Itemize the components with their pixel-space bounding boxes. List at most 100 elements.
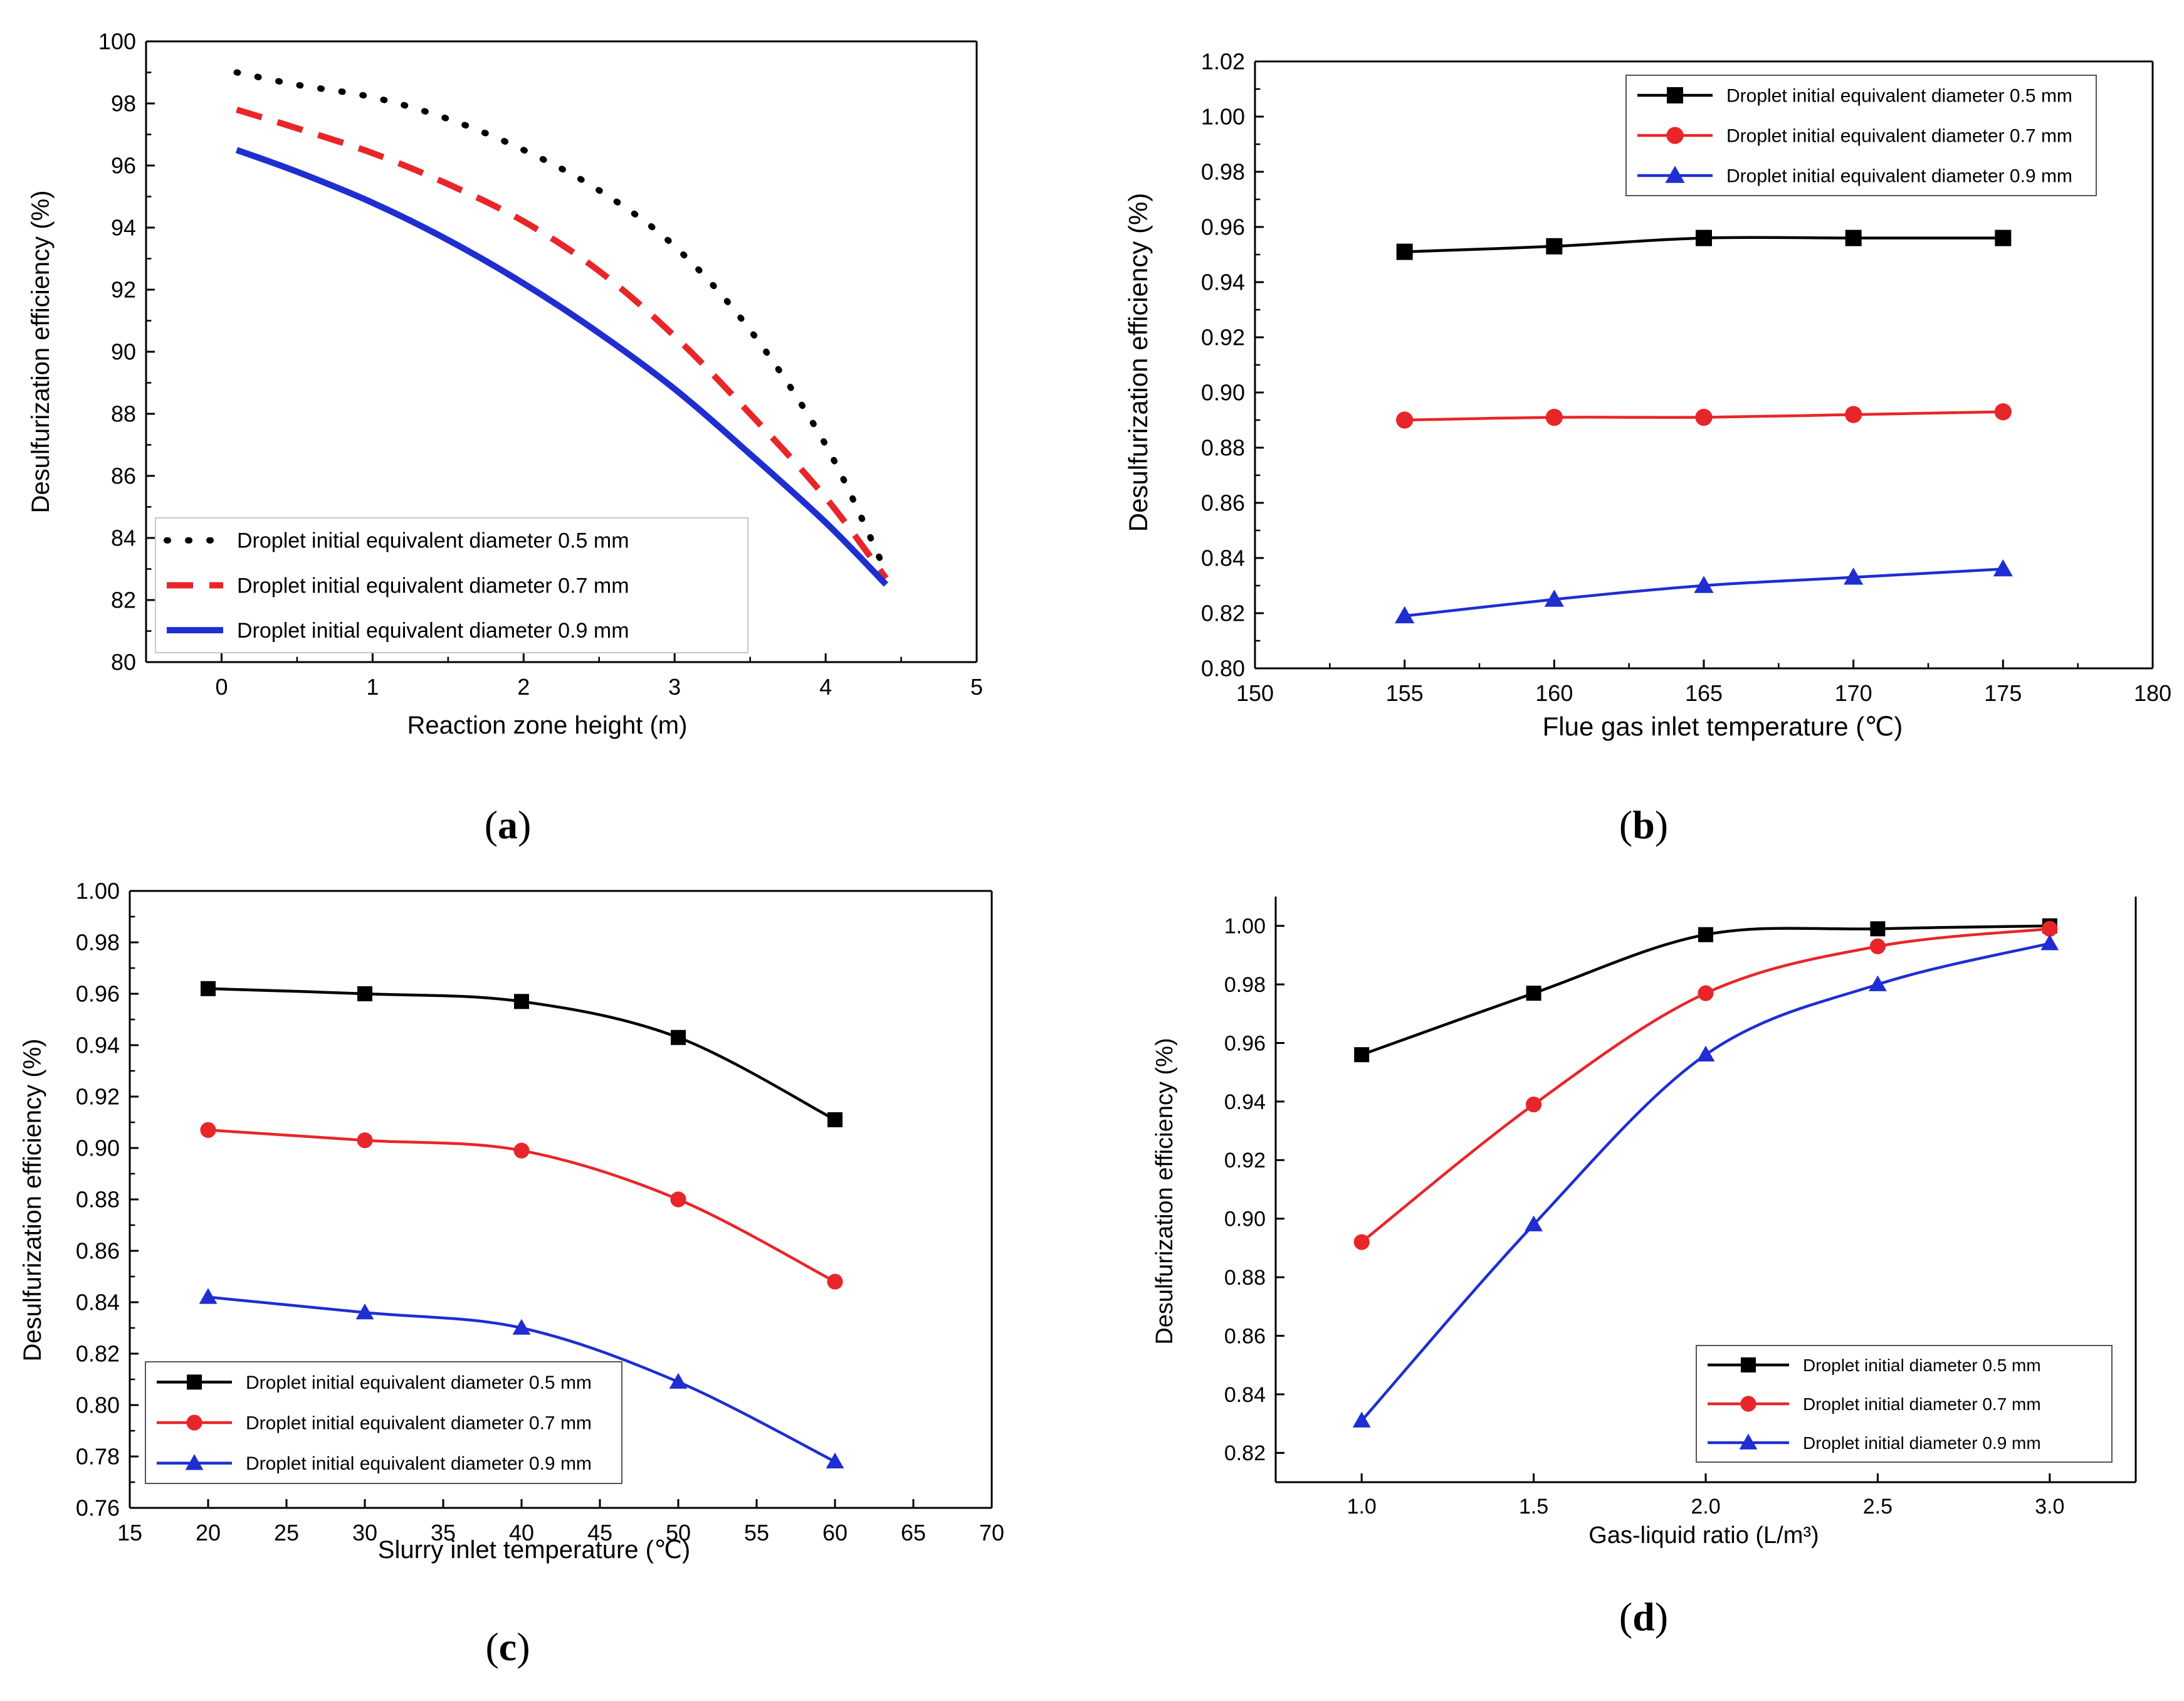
y-tick-label: 1.02 — [1201, 49, 1245, 75]
data-point-circle — [513, 1142, 530, 1159]
data-point-square — [187, 1374, 202, 1390]
data-point-square — [1696, 229, 1712, 246]
caption-paren-open: ( — [485, 803, 498, 847]
x-tick-label: 170 — [1835, 680, 1872, 706]
y-tick-label: 0.82 — [1224, 1441, 1266, 1465]
caption-letter: d — [1632, 1594, 1655, 1639]
x-axis-title: Gas-liquid ratio (L/m³) — [1588, 1522, 1819, 1549]
y-tick-label: 0.96 — [1224, 1031, 1266, 1055]
y-tick-label: 0.88 — [1224, 1266, 1266, 1290]
x-tick-label: 70 — [979, 1520, 1004, 1546]
data-point-circle — [2042, 920, 2058, 937]
caption-paren-open: ( — [1619, 1594, 1632, 1639]
series-line — [233, 69, 890, 576]
y-tick-label: 0.86 — [1201, 490, 1245, 516]
data-point-triangle — [1352, 1411, 1371, 1428]
series-line — [235, 147, 889, 587]
y-tick-label: 84 — [111, 525, 136, 551]
data-point-square — [201, 981, 216, 996]
y-tick-label: 100 — [98, 29, 136, 55]
data-point-square — [1845, 229, 1862, 246]
legend-label: Droplet initial diameter 0.5 mm — [1803, 1356, 2041, 1375]
x-tick-label: 15 — [117, 1520, 142, 1546]
caption-paren-close: ) — [1655, 1594, 1668, 1639]
y-axis-title: Desulfurization efficiency (%) — [19, 1038, 46, 1361]
data-point-square — [1698, 927, 1713, 942]
x-tick-label: 3 — [668, 674, 681, 700]
caption-letter: a — [498, 803, 518, 847]
y-tick-label: 80 — [111, 650, 136, 675]
chart-panel-b: 150 155 160 165 170 175 180 0.80 0.82 0.84 0.86 0.8… — [1123, 49, 2171, 847]
x-tick-label: 50 — [666, 1520, 691, 1546]
data-point-circle — [1353, 1234, 1370, 1250]
data-point-triangle — [2040, 934, 2059, 951]
legend-label: Droplet initial diameter 0.7 mm — [1803, 1394, 2041, 1414]
legend-label: Droplet initial equivalent diameter 0.5 … — [1726, 86, 2072, 107]
y-tick-label: 88 — [111, 401, 136, 427]
x-tick-label: 25 — [274, 1520, 299, 1546]
y-tick-label: 0.96 — [76, 981, 120, 1007]
legend-label: Droplet initial diameter 0.9 mm — [1803, 1433, 2041, 1453]
x-tick-label: 60 — [822, 1520, 848, 1546]
y-tick-label: 0.98 — [1201, 159, 1245, 185]
x-tick-label: 1 — [366, 674, 379, 700]
x-tick-label: 2 — [517, 674, 530, 700]
y-tick-label: 0.94 — [76, 1033, 120, 1058]
y-tick-label: 0.94 — [1224, 1090, 1266, 1114]
data-point-square — [671, 1030, 686, 1045]
y-axis-title: Desulfurization efficiency (%) — [1123, 193, 1153, 532]
x-tick-label: 55 — [744, 1520, 769, 1546]
x-tick-label: 160 — [1535, 680, 1573, 706]
legend: Droplet initial equivalent diameter 0.5 … — [145, 1361, 622, 1484]
x-tick-label: 2.0 — [1691, 1495, 1720, 1519]
data-point-circle — [1740, 1396, 1756, 1412]
legend: Droplet initial diameter 0.5 mm Droplet i… — [1696, 1345, 2113, 1463]
series-line — [236, 107, 889, 581]
data-point-square — [514, 994, 529, 1009]
caption-letter: b — [1632, 803, 1655, 847]
y-tick-label: 0.86 — [1224, 1324, 1266, 1348]
chart-panel-c: 15 20 25 30 35 40 45 50 55 60 65 70 0.76 0.78 0.80 0.82… — [19, 878, 1004, 1669]
x-tick-label: 150 — [1236, 680, 1274, 706]
x-tick-label: 35 — [431, 1520, 456, 1546]
legend: Droplet initial equivalent diameter 0.5 … — [1625, 75, 2097, 196]
series-2 — [236, 107, 889, 581]
series-3 — [1352, 934, 2059, 1428]
x-tick-label: 180 — [2134, 680, 2171, 706]
y-tick-label: 92 — [111, 277, 136, 303]
y-tick-label: 0.88 — [1201, 435, 1245, 461]
x-tick-label: 175 — [1984, 680, 2022, 706]
x-axis-title: Slurry inlet temperature (℃) — [378, 1536, 690, 1564]
y-tick-label: 90 — [111, 339, 136, 365]
data-point-circle — [1845, 406, 1862, 423]
data-point-circle — [1695, 408, 1713, 426]
x-tick-label: 65 — [901, 1520, 926, 1546]
y-axis-title: Desulfurization efficiency (%) — [1152, 1038, 1178, 1344]
x-tick-label: 45 — [587, 1520, 612, 1546]
data-point-square — [1546, 238, 1563, 255]
y-tick-label: 0.82 — [76, 1341, 120, 1367]
caption-paren-close: ) — [518, 803, 531, 847]
caption-paren-open: ( — [485, 1625, 498, 1669]
caption-paren-open: ( — [1619, 803, 1632, 847]
legend-box — [155, 517, 748, 653]
data-point-circle — [1396, 411, 1414, 429]
data-point-square — [1354, 1047, 1370, 1063]
y-axis-title: Desulfurization efficiency (%) — [27, 190, 55, 513]
y-tick-label: 1.00 — [1201, 104, 1245, 130]
legend-label: Droplet initial equivalent diameter 0.5 … — [246, 1372, 592, 1393]
y-tick-label: 0.92 — [1201, 325, 1245, 350]
data-point-square — [1741, 1357, 1756, 1372]
y-tick-label: 0.98 — [76, 930, 120, 956]
data-point-circle — [1698, 985, 1714, 1001]
legend-label: Droplet initial equivalent diameter 0.9 … — [246, 1453, 592, 1474]
series-1 — [233, 69, 890, 576]
y-tick-label: 0.84 — [1201, 545, 1245, 571]
data-point-triangle — [1525, 1215, 1543, 1231]
caption-paren-close: ) — [517, 1625, 530, 1669]
series-2 — [200, 1122, 843, 1290]
x-axis-title: Reaction zone height (m) — [407, 712, 688, 739]
series-3 — [235, 147, 889, 587]
y-tick-label: 0.98 — [1224, 973, 1266, 997]
